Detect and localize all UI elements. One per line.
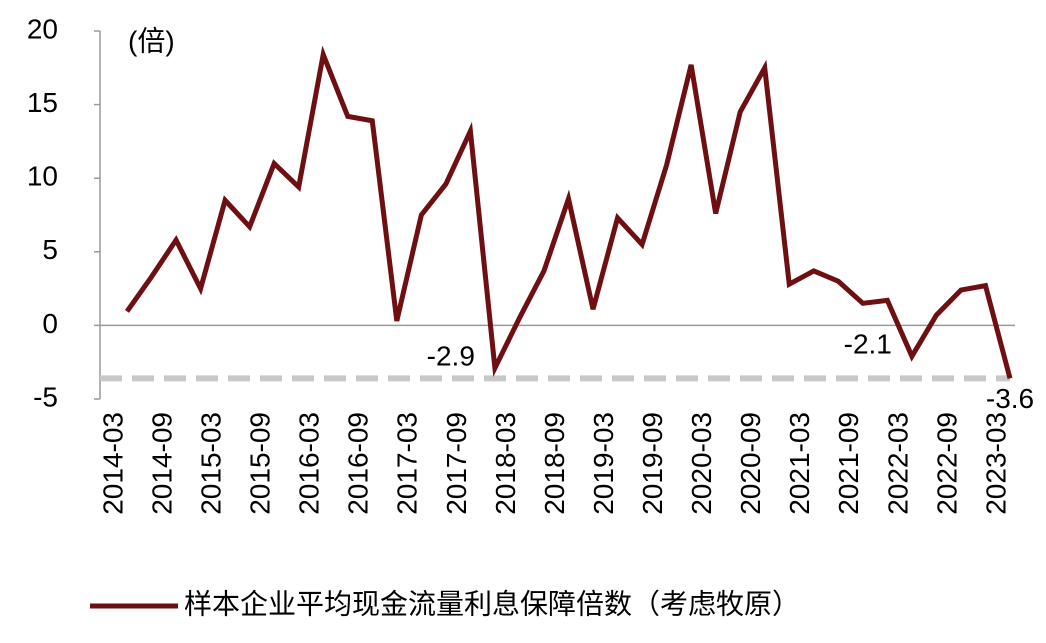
x-tick-label: 2017-03 [392,412,423,515]
x-tick-label: 2023-03 [980,412,1011,515]
x-tick-label: 2015-09 [245,412,276,515]
y-unit: (倍) [128,25,175,56]
annotation: -2.1 [844,329,892,360]
x-tick-label: 2022-03 [882,412,913,515]
x-tick-label: 2019-09 [637,412,668,515]
x-tick-label: 2015-03 [196,412,227,515]
y-tick-label: 20 [27,13,58,44]
x-tick-label: 2018-09 [539,412,570,515]
x-tick-label: 2022-09 [931,412,962,515]
legend-label: 样本企业平均现金流量利息保障倍数（考虑牧原） [184,588,800,619]
y-tick-label: 5 [42,234,58,265]
x-tick-label: 2016-09 [343,412,374,515]
annotation: -3.6 [986,383,1034,414]
y-tick-label: 0 [42,308,58,339]
annotation: -2.9 [427,340,475,371]
line [124,45,1013,380]
x-tick-label: 2018-03 [490,412,521,515]
x-tick-label: 2017-09 [441,412,472,515]
x-tick-label: 2014-09 [146,412,177,515]
x-tick-label: 2020-03 [686,412,717,515]
x-tick-label: 2021-09 [833,412,864,515]
x-tick-label: 2021-03 [784,412,815,515]
y-tick-label: 15 [27,87,58,118]
x-tick-label: 2014-03 [97,412,128,515]
x-tick-label: 2016-03 [294,412,325,515]
x-tick-label: 2020-09 [735,412,766,515]
x-tick-label: 2019-03 [588,412,619,515]
y-tick-label: 10 [27,161,58,192]
y-tick-label: -5 [33,381,58,412]
